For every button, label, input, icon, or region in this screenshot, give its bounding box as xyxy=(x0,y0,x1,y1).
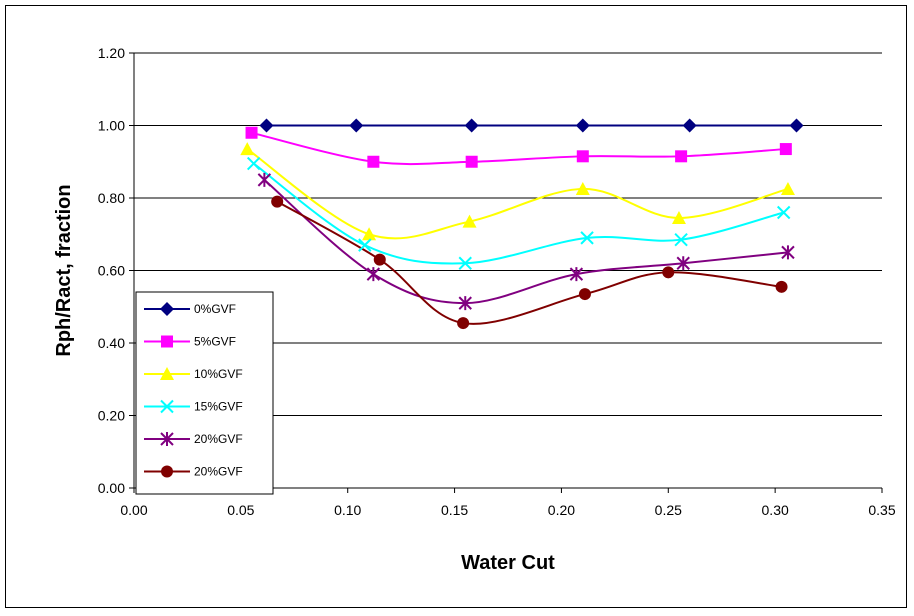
x-tick-label: 0.00 xyxy=(120,502,147,518)
data-point-series-5 xyxy=(257,172,272,187)
series-line-5 xyxy=(263,179,789,305)
data-point-series-2 xyxy=(576,150,589,163)
data-point-series-2 xyxy=(779,143,792,156)
data-point-series-6 xyxy=(373,253,386,266)
y-tick-label: 0.80 xyxy=(98,190,125,206)
data-point-series-5 xyxy=(781,245,795,260)
legend-marker-3 xyxy=(160,367,174,380)
legend-marker-4 xyxy=(160,399,174,414)
legend-marker-6 xyxy=(161,465,173,478)
x-tick-label: 0.35 xyxy=(868,502,895,518)
data-point-series-3 xyxy=(780,181,795,195)
data-point-series-4 xyxy=(458,256,472,270)
data-point-series-3 xyxy=(240,142,255,156)
line-chart: 0.00 0.20 0.40 0.60 0.80 1.00 1.20 0.00 0.05 0.10… xyxy=(53,45,896,574)
data-point-series-4 xyxy=(580,231,594,245)
x-tick-label: 0.25 xyxy=(655,502,682,518)
data-point-series-2 xyxy=(675,150,688,163)
data-point-series-6 xyxy=(578,288,591,301)
data-point-series-4 xyxy=(674,232,688,247)
series-line-6 xyxy=(276,200,782,325)
y-tick-label: 1.20 xyxy=(98,45,125,61)
series-markers xyxy=(240,118,804,330)
data-point-series-6 xyxy=(775,280,788,293)
legend-label-6: 20%GVF xyxy=(194,465,243,479)
y-tick-label: 0.60 xyxy=(98,263,125,279)
data-point-series-6 xyxy=(662,266,675,279)
series-line-2 xyxy=(251,131,786,166)
x-tick-label: 0.10 xyxy=(334,502,361,518)
data-point-series-5 xyxy=(366,267,381,282)
data-point-series-3 xyxy=(362,227,377,241)
data-point-series-6 xyxy=(457,317,470,330)
legend-marker-2 xyxy=(161,335,173,348)
legend-label-1: 0%GVF xyxy=(194,302,236,316)
y-tick-label: 0.40 xyxy=(98,335,125,351)
data-point-series-4 xyxy=(358,238,372,252)
legend-label-3: 10%GVF xyxy=(194,367,243,381)
y-tick-label: 0.00 xyxy=(98,480,125,496)
data-point-series-3 xyxy=(575,181,590,195)
legend-box xyxy=(135,291,274,495)
series-lines xyxy=(246,124,797,325)
tick-labels: 0.00 0.20 0.40 0.60 0.80 1.00 1.20 0.00 0.05 0.10… xyxy=(98,45,896,518)
legend: 0%GVF 5%GVF 10%GVF 15%GVF 20%GVF 20%GVF xyxy=(135,291,274,495)
x-tick-label: 0.05 xyxy=(227,502,254,518)
data-point-series-1 xyxy=(464,118,479,133)
legend-marker-1 xyxy=(160,302,174,316)
data-point-series-1 xyxy=(575,118,590,133)
data-point-series-4 xyxy=(246,156,261,171)
data-point-series-1 xyxy=(682,118,697,133)
legend-marker-5 xyxy=(160,432,174,446)
x-tick-label: 0.30 xyxy=(762,502,789,518)
y-tick-label: 1.00 xyxy=(98,118,125,134)
data-point-series-5 xyxy=(569,267,584,282)
series-line-4 xyxy=(253,162,784,265)
y-tick-label: 0.20 xyxy=(98,408,125,424)
data-point-series-3 xyxy=(462,214,477,228)
data-point-series-2 xyxy=(367,155,380,168)
data-point-series-6 xyxy=(271,195,284,208)
y-axis-title: Rph/Ract, fraction xyxy=(53,184,75,356)
data-point-series-1 xyxy=(349,118,364,133)
legend-label-4: 15%GVF xyxy=(194,400,243,414)
data-point-series-2 xyxy=(245,126,258,139)
data-point-series-2 xyxy=(465,155,478,168)
data-point-series-3 xyxy=(671,210,686,224)
series-line-3 xyxy=(246,148,789,240)
x-tick-label: 0.20 xyxy=(548,502,575,518)
data-point-series-1 xyxy=(789,118,804,133)
chart-frame: 0.00 0.20 0.40 0.60 0.80 1.00 1.20 0.00 0.05 0.10… xyxy=(5,5,907,608)
data-point-series-5 xyxy=(458,296,472,311)
data-point-series-5 xyxy=(676,256,690,271)
data-point-series-4 xyxy=(776,205,791,220)
legend-label-2: 5%GVF xyxy=(194,335,236,349)
data-point-series-1 xyxy=(259,118,274,133)
legend-label-5: 20%GVF xyxy=(194,432,243,446)
x-axis-title: Water Cut xyxy=(461,552,555,574)
x-tick-label: 0.15 xyxy=(441,502,468,518)
